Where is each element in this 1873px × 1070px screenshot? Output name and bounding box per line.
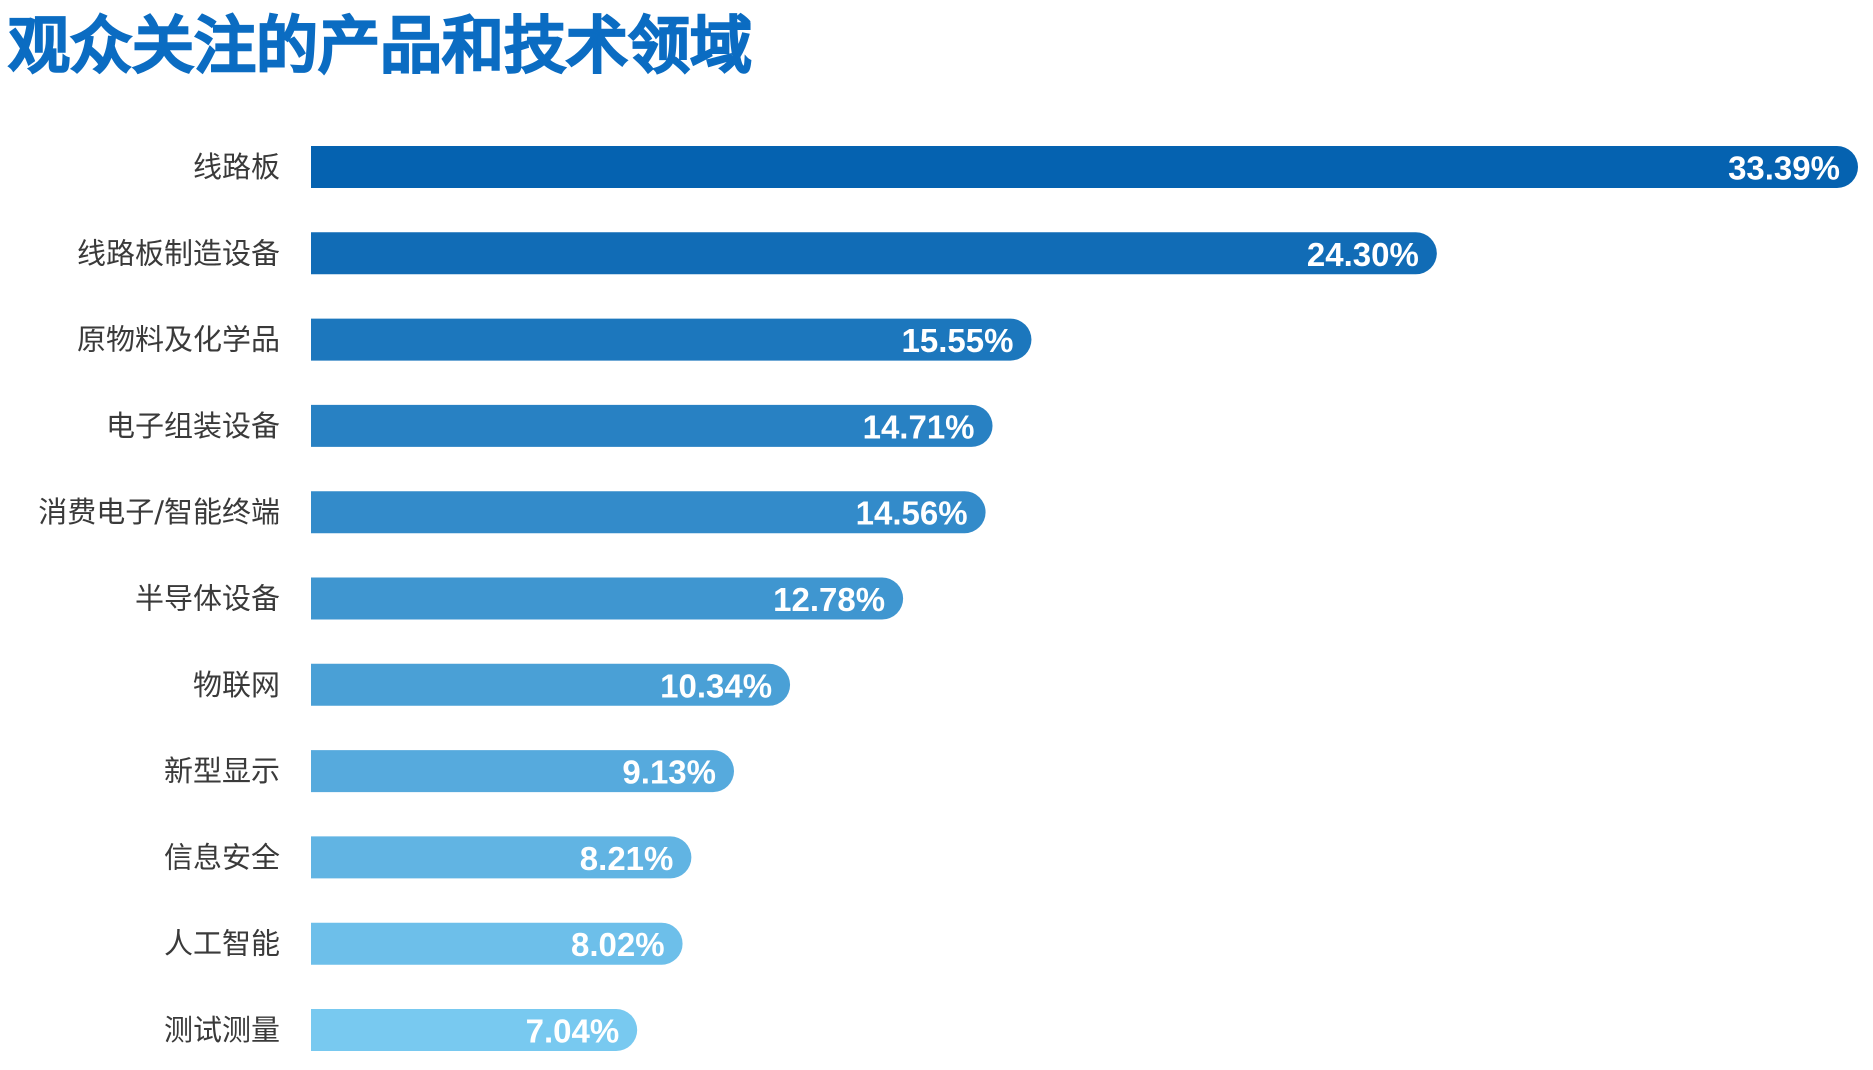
value-label-5: 12.78% bbox=[773, 581, 885, 618]
category-label-10: 测试测量 bbox=[164, 1013, 280, 1047]
category-label-0: 线路板 bbox=[193, 150, 280, 184]
chart-title: 观众关注的产品和技术领域 bbox=[7, 8, 753, 83]
bar-3 bbox=[311, 404, 993, 447]
value-label-7: 9.13% bbox=[622, 754, 716, 791]
bar-1 bbox=[311, 232, 1437, 275]
value-label-10: 7.04% bbox=[526, 1013, 620, 1050]
category-label-4: 消费电子/智能终端 bbox=[38, 495, 280, 529]
category-label-3: 电子组装设备 bbox=[106, 409, 280, 443]
bar-5 bbox=[311, 577, 904, 620]
value-label-4: 14.56% bbox=[856, 495, 968, 532]
value-label-8: 8.21% bbox=[580, 840, 674, 877]
bar-8 bbox=[311, 836, 692, 879]
category-label-9: 人工智能 bbox=[164, 927, 280, 961]
value-label-6: 10.34% bbox=[660, 667, 772, 704]
category-label-2: 原物料及化学品 bbox=[77, 323, 280, 357]
bar-6 bbox=[311, 663, 791, 706]
value-label-9: 8.02% bbox=[571, 926, 665, 963]
category-label-1: 线路板制造设备 bbox=[77, 236, 280, 270]
value-label-2: 15.55% bbox=[902, 322, 1014, 359]
bar-7 bbox=[311, 750, 735, 793]
category-label-7: 新型显示 bbox=[164, 754, 280, 788]
value-label-1: 24.30% bbox=[1307, 236, 1419, 273]
category-label-8: 信息安全 bbox=[164, 840, 280, 874]
bar-9 bbox=[311, 922, 683, 965]
category-label-6: 物联网 bbox=[193, 668, 280, 702]
bars-layer: 线路板 33.39% 线路板制造设备 24.30% 原物料及化学品 15.55% 电子组装设… bbox=[38, 146, 1858, 1051]
category-label-5: 半导体设备 bbox=[135, 582, 280, 616]
bar-10 bbox=[311, 1009, 638, 1051]
value-label-3: 14.71% bbox=[863, 408, 975, 445]
bar-2 bbox=[311, 318, 1032, 361]
value-label-0: 33.39% bbox=[1728, 150, 1840, 187]
bar-4 bbox=[311, 491, 986, 534]
bar-0 bbox=[311, 146, 1858, 188]
